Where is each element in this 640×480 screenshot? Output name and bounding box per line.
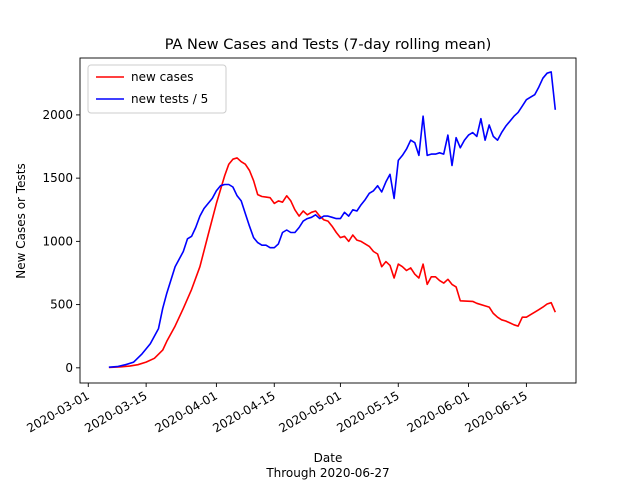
x-tick-label: 2020-06-15 (462, 388, 529, 435)
y-tick-label: 1500 (42, 171, 73, 185)
x-tick-label: 2020-05-15 (334, 388, 401, 435)
chart-title: PA New Cases and Tests (7-day rolling me… (165, 37, 492, 53)
y-tick-label: 500 (50, 298, 73, 312)
y-tick-label: 0 (65, 361, 73, 375)
y-tick-label: 2000 (42, 108, 73, 122)
x-tick-label: 2020-05-01 (276, 388, 343, 435)
series-line-new-tests (108, 71, 557, 368)
series-line-new-cases (108, 157, 557, 369)
legend-label: new cases (131, 70, 193, 84)
x-tick-label: 2020-04-15 (210, 388, 277, 435)
y-axis-label: New Cases or Tests (14, 163, 28, 278)
x-tick-label: 2020-03-15 (82, 388, 149, 435)
x-tick-label: 2020-06-01 (405, 388, 472, 435)
x-axis-label: Date (314, 451, 343, 465)
x-tick-label: 2020-03-01 (24, 388, 91, 435)
legend-label: new tests / 5 (131, 92, 208, 106)
axes-frame (79, 57, 577, 384)
y-tick-label: 1000 (42, 234, 73, 248)
x-axis-sublabel: Through 2020-06-27 (265, 466, 389, 480)
x-tick-label: 2020-04-01 (152, 388, 219, 435)
